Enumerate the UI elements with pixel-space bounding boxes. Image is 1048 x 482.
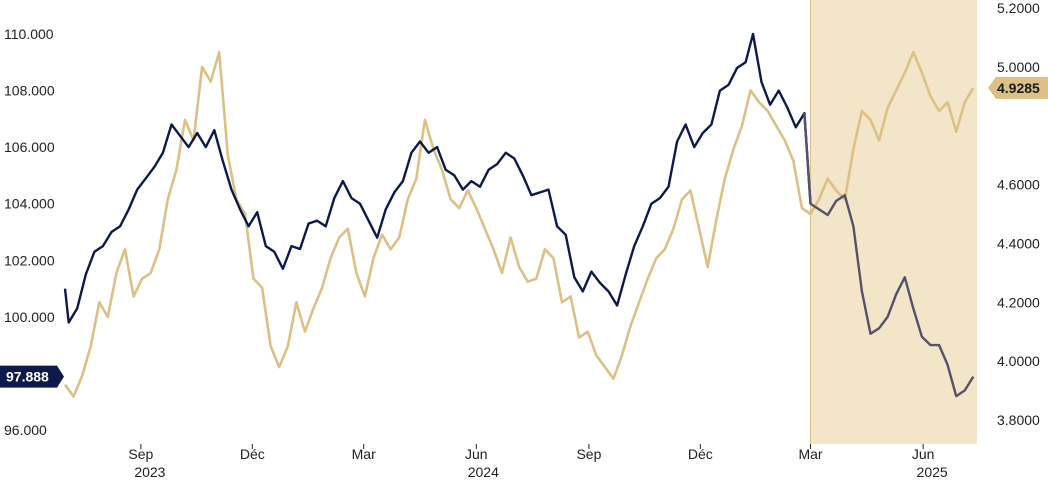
x-year-label: 2023 — [134, 464, 165, 480]
left-last-value-badge: 97.888 — [0, 365, 64, 388]
right-last-value-badge-shape — [988, 76, 1048, 99]
x-tick-label: Jun — [912, 446, 935, 462]
left-last-value-label: 97.888 — [6, 369, 49, 385]
x-axis-ticks: Sep 2023 Déc Mar Jun 2024 Sep Déc Mar Jun 2025 — [128, 444, 948, 480]
x-year-label: 2024 — [468, 464, 499, 480]
right-axis-series-line-shaded — [801, 50, 975, 216]
right-axis-series-line — [63, 50, 812, 398]
x-tick-label: Sep — [128, 446, 153, 462]
right-axis-ticks: 3.8000 4.0000 4.2000 4.4000 4.6000 5.0000 5.20… — [997, 0, 1040, 428]
right-tick-label: 4.6000 — [997, 177, 1040, 193]
series-layer — [63, 32, 975, 398]
x-tick-label: Mar — [352, 446, 376, 462]
right-tick-label: 5.2000 — [997, 0, 1040, 16]
right-last-value-badge: 4.9285 — [988, 76, 1048, 99]
left-tick-label: 100.000 — [4, 309, 55, 325]
left-tick-label: 110.000 — [4, 26, 54, 42]
right-tick-label: 3.8000 — [997, 412, 1040, 428]
x-tick-label: Mar — [798, 446, 822, 462]
x-tick-label: Jun — [465, 446, 488, 462]
right-tick-label: 5.0000 — [997, 59, 1040, 75]
left-axis-series-line-shaded — [803, 113, 975, 398]
left-tick-label: 96.000 — [4, 422, 47, 438]
left-tick-label: 104.000 — [4, 196, 55, 212]
x-year-label: 2025 — [917, 464, 948, 480]
right-tick-label: 4.4000 — [997, 235, 1040, 251]
x-tick-label: Déc — [688, 446, 713, 462]
left-tick-label: 106.000 — [4, 139, 55, 155]
x-tick-label: Sep — [576, 446, 601, 462]
right-last-value-label: 4.9285 — [997, 80, 1040, 96]
right-tick-label: 4.0000 — [997, 353, 1040, 369]
left-tick-label: 108.000 — [4, 83, 55, 99]
left-tick-label: 102.000 — [4, 252, 55, 268]
x-tick-label: Déc — [240, 446, 265, 462]
left-axis-series-line — [63, 32, 812, 324]
right-tick-label: 4.2000 — [997, 294, 1040, 310]
left-last-value-badge-shape — [0, 365, 64, 388]
left-axis-ticks: 96.000 100.000 102.000 104.000 106.000 108.00… — [4, 26, 55, 438]
